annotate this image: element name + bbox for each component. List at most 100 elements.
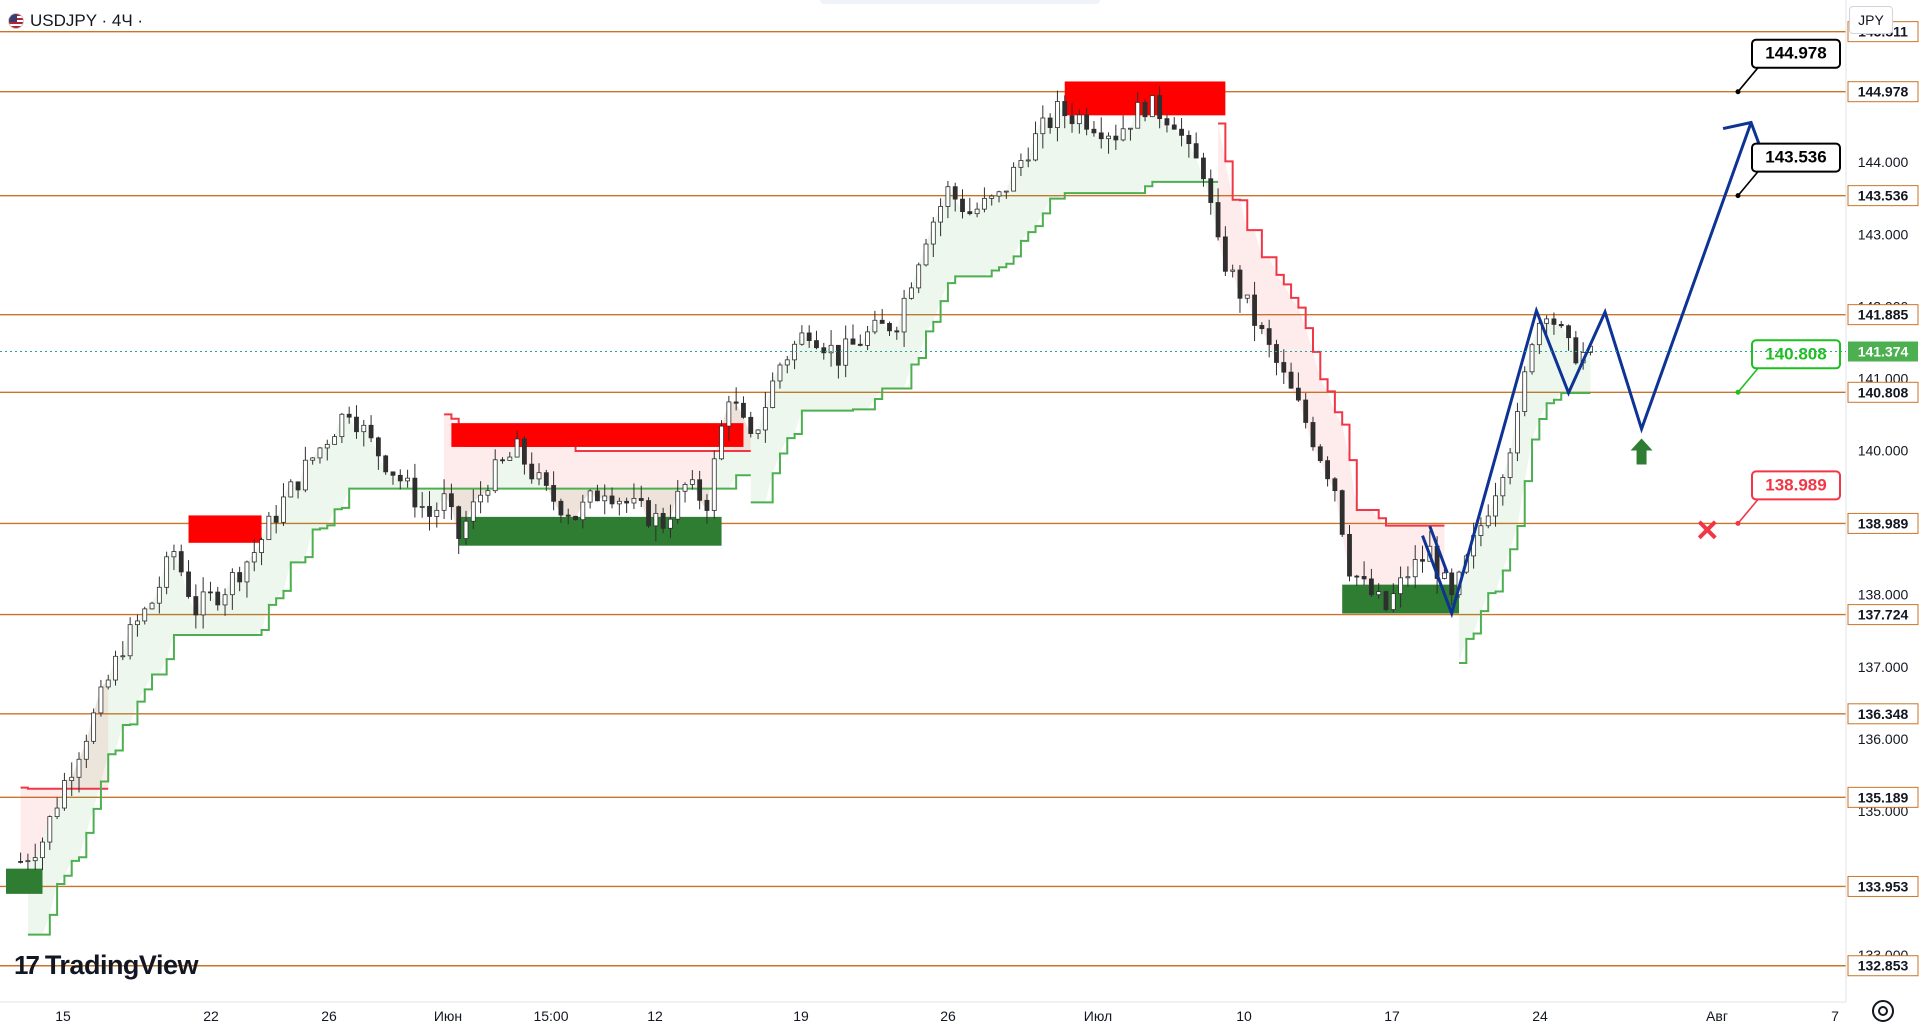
- callout-leader: [1737, 67, 1759, 93]
- candle-body: [237, 572, 243, 583]
- candle-body: [470, 501, 476, 522]
- callout-dot: [1735, 193, 1741, 199]
- level-tag-label: 132.853: [1858, 958, 1909, 974]
- candle-body: [1515, 411, 1520, 454]
- candle-body: [375, 437, 381, 457]
- candle-body: [828, 344, 834, 354]
- candle-body: [616, 500, 622, 505]
- candle-body: [448, 493, 454, 508]
- green-stop-fill: [750, 95, 1219, 503]
- callout-label: 143.536: [1765, 148, 1826, 167]
- candle-body: [485, 490, 491, 496]
- candle-body: [887, 323, 892, 332]
- candle-body: [113, 655, 118, 681]
- candle-body: [332, 436, 337, 445]
- candle-body: [1361, 576, 1367, 580]
- candle-body: [1164, 118, 1170, 126]
- candle-body: [478, 494, 484, 503]
- time-tick-label: 17: [1384, 1008, 1400, 1024]
- candle-body: [989, 195, 995, 199]
- candle-body: [1011, 166, 1017, 192]
- tradingview-logo[interactable]: 17 TradingView: [14, 950, 198, 981]
- currency-button[interactable]: JPY: [1849, 6, 1893, 34]
- level-tag: [1847, 512, 1919, 534]
- candle-body: [668, 518, 673, 529]
- candle-body: [281, 496, 286, 523]
- candle-body: [945, 186, 951, 207]
- candle-body: [558, 500, 564, 516]
- candle-body: [565, 514, 571, 517]
- supply-zone: [188, 515, 262, 543]
- candle-body: [1128, 127, 1133, 130]
- candle-body: [952, 186, 958, 200]
- candle-body: [792, 343, 797, 361]
- candle-body: [697, 479, 703, 501]
- time-tick-label: 12: [647, 1008, 663, 1024]
- candle-body: [624, 500, 630, 504]
- time-tick-label: 15:00: [533, 1008, 568, 1024]
- forecast-path: [1421, 120, 1763, 619]
- tradingview-wordmark: TradingView: [44, 950, 199, 980]
- candle-body: [62, 780, 67, 809]
- toolbar-handle[interactable]: [820, 0, 1100, 4]
- candle-body: [916, 264, 922, 289]
- green-stop-line: [750, 180, 1219, 504]
- candle-body: [1398, 577, 1404, 595]
- candle-body: [974, 208, 980, 215]
- candle-body: [755, 429, 761, 434]
- candle-body: [98, 686, 104, 714]
- forecast-line: [1421, 122, 1753, 619]
- candle-body: [1076, 114, 1082, 125]
- candle-body: [1536, 322, 1542, 346]
- candle-body: [806, 332, 812, 342]
- candle-body: [923, 243, 929, 266]
- candle-body: [1310, 422, 1316, 448]
- candle-body: [1449, 572, 1455, 596]
- candle-body: [1018, 160, 1024, 168]
- gear-icon[interactable]: [1872, 1000, 1894, 1022]
- supply-zone: [451, 423, 744, 447]
- candle-body: [273, 515, 279, 523]
- candle-body: [135, 620, 140, 626]
- level-tag-label: 143.536: [1858, 188, 1909, 204]
- demand-zone: [6, 868, 43, 894]
- red-stop-fill: [20, 680, 109, 862]
- cross-icon: [1697, 520, 1717, 540]
- candle-body: [186, 571, 191, 597]
- level-tag: [1847, 604, 1919, 626]
- symbol-header[interactable]: USDJPY · 4Ч ·: [8, 8, 143, 34]
- candle-body: [361, 424, 367, 433]
- level-tag: [1847, 703, 1919, 725]
- trailing-stop-lines: [20, 122, 1591, 936]
- candle-body: [1354, 575, 1360, 578]
- candle-body: [1201, 157, 1206, 180]
- candle-body: [149, 602, 155, 610]
- candle-body: [317, 447, 323, 459]
- candle-body: [1069, 115, 1075, 125]
- candle-body: [91, 712, 97, 742]
- price-tick-label: 140.000: [1858, 443, 1909, 459]
- callout-leader: [1737, 171, 1759, 197]
- demand-zone: [458, 516, 722, 546]
- candle-body: [507, 456, 513, 461]
- candle-body: [251, 552, 257, 563]
- candle-body: [872, 319, 878, 333]
- price-callouts: 144.978 143.536 140.808 138.989: [1735, 38, 1841, 526]
- candle-body: [1230, 269, 1236, 272]
- level-tag: [1847, 786, 1919, 808]
- candle-body: [412, 477, 418, 508]
- candle-body: [960, 198, 965, 213]
- candle-body: [1368, 578, 1374, 596]
- candle-body: [405, 477, 410, 482]
- candle-body: [1157, 95, 1163, 120]
- candle-body: [967, 211, 973, 215]
- candle-body: [1573, 337, 1579, 364]
- callout-dot: [1735, 89, 1741, 95]
- candle-body: [492, 459, 498, 492]
- candle-body: [1507, 452, 1513, 478]
- callout-leader: [1737, 498, 1759, 524]
- candle-body: [1376, 591, 1382, 596]
- candle-body: [324, 443, 330, 449]
- candle-body: [1281, 362, 1287, 373]
